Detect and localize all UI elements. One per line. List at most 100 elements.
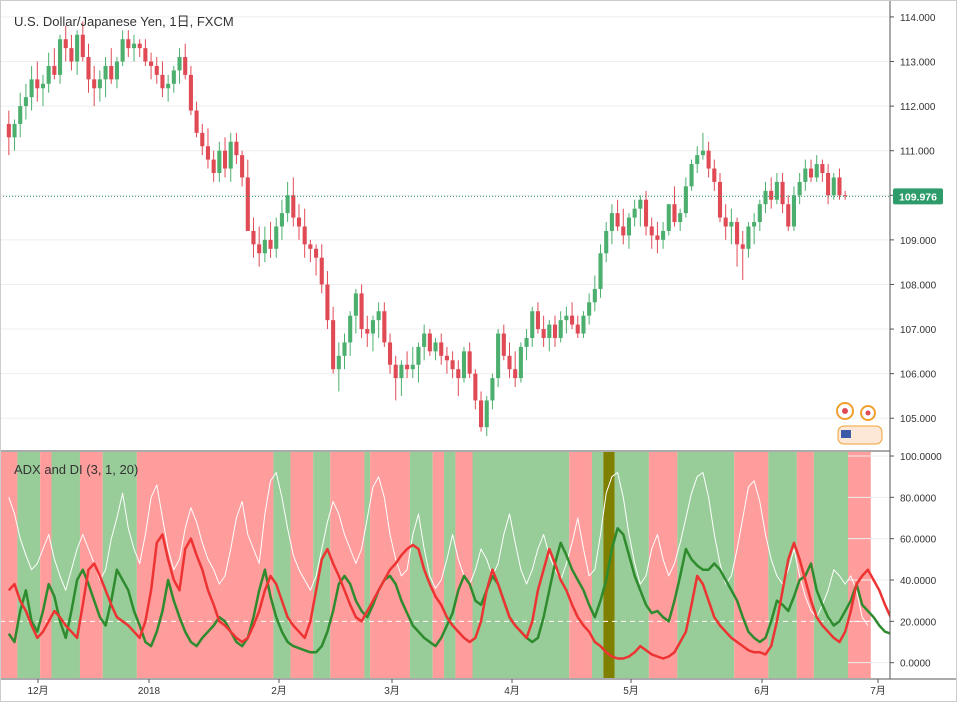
candle-body[interactable] [570,315,575,325]
candle-body[interactable] [188,74,193,111]
candle-body[interactable] [12,123,17,138]
candle-body[interactable] [319,257,324,285]
candle-body[interactable] [501,333,506,356]
candle-body[interactable] [422,333,427,347]
candle-body[interactable] [114,61,119,80]
candle-body[interactable] [257,244,262,254]
candle-body[interactable] [587,302,592,316]
candle-body[interactable] [575,324,580,334]
candle-body[interactable] [52,65,57,75]
candle-body[interactable] [803,168,808,182]
candle-body[interactable] [672,204,677,223]
candle-body[interactable] [285,195,290,214]
candle-body[interactable] [496,333,501,379]
candle-body[interactable] [35,79,40,89]
candle-body[interactable] [530,311,535,338]
candle-body[interactable] [274,226,279,249]
candle-body[interactable] [387,342,393,365]
candle-body[interactable] [626,217,632,236]
candle-body[interactable] [786,204,791,227]
candle-body[interactable] [717,181,723,218]
candle-body[interactable] [814,164,819,178]
candle-body[interactable] [240,155,245,178]
candle-body[interactable] [205,146,211,160]
candle-body[interactable] [518,346,523,379]
candle-body[interactable] [831,177,836,196]
candle-body[interactable] [296,217,302,227]
candle-body[interactable] [75,34,80,62]
candle-body[interactable] [376,311,381,321]
candle-body[interactable] [433,342,438,352]
candle-body[interactable] [507,355,512,370]
candle-body[interactable] [177,57,182,71]
candle-body[interactable] [752,222,757,227]
candle-body[interactable] [416,346,421,365]
candle-body[interactable] [484,400,489,428]
candle-body[interactable] [592,288,597,303]
candle-body[interactable] [120,39,125,62]
candle-body[interactable] [410,364,415,370]
candle-body[interactable] [222,150,228,169]
candle-body[interactable] [331,320,336,370]
candle-body[interactable] [735,222,740,245]
candle-body[interactable] [18,106,23,124]
indicator-axis[interactable]: 100.0000 80.0000 60.0000 40.0000 20.0000 0.00… [890,452,942,670]
candle-body[interactable] [342,342,347,356]
candle-body[interactable] [149,61,154,66]
candle-body[interactable] [291,195,296,218]
candle-body[interactable] [194,110,199,133]
candle-body[interactable] [552,324,558,338]
candle-body[interactable] [649,226,654,236]
candle-body[interactable] [797,181,802,196]
candle-body[interactable] [131,43,137,49]
candle-body[interactable] [200,132,205,147]
candle-body[interactable] [791,195,797,227]
candle-body[interactable] [632,208,637,218]
candle-body[interactable] [638,199,643,209]
candle-body[interactable] [57,39,63,75]
candle-body[interactable] [109,65,114,80]
candle-body[interactable] [826,172,831,196]
candle-body[interactable] [46,65,51,84]
candle-body[interactable] [154,65,159,75]
candle-body[interactable] [490,378,495,401]
candle-body[interactable] [302,226,307,245]
candle-body[interactable] [166,83,171,89]
candle-body[interactable] [325,284,330,321]
minus-di-line[interactable] [7,533,898,660]
candle-body[interactable] [678,213,683,223]
candle-body[interactable] [700,150,705,156]
candle-body[interactable] [598,253,603,289]
candle-body[interactable] [126,39,131,49]
candle-body[interactable] [348,315,353,343]
candle-body[interactable] [29,79,34,98]
candle-body[interactable] [69,48,74,62]
candle-body[interactable] [183,57,188,75]
candle-body[interactable] [137,43,142,49]
candle-body[interactable] [581,315,586,334]
candle-body[interactable] [513,369,518,379]
candle-body[interactable] [689,164,694,187]
candle-body[interactable] [808,168,814,178]
candle-body[interactable] [268,239,273,249]
candle-body[interactable] [308,244,313,249]
time-axis[interactable]: 12月 2018 2月 3月 4月 5月 6月 7月 [27,679,886,697]
candle-body[interactable] [524,337,529,347]
candle-body[interactable] [97,79,102,89]
candle-body[interactable] [655,235,660,240]
candle-body[interactable] [439,342,444,356]
candle-body[interactable] [666,204,671,231]
candle-body[interactable] [837,177,842,196]
candle-body[interactable] [473,373,478,401]
candle-body[interactable] [695,155,700,165]
candle-body[interactable] [706,150,711,169]
candle-body[interactable] [160,74,165,89]
candle-body[interactable] [729,222,734,227]
candle-body[interactable] [63,39,68,49]
candle-body[interactable] [228,141,233,169]
candle-body[interactable] [820,164,825,173]
candle-body[interactable] [763,190,768,205]
candle-body[interactable] [450,360,455,370]
indicator-lines[interactable] [7,472,898,660]
candle-body[interactable] [478,400,484,428]
